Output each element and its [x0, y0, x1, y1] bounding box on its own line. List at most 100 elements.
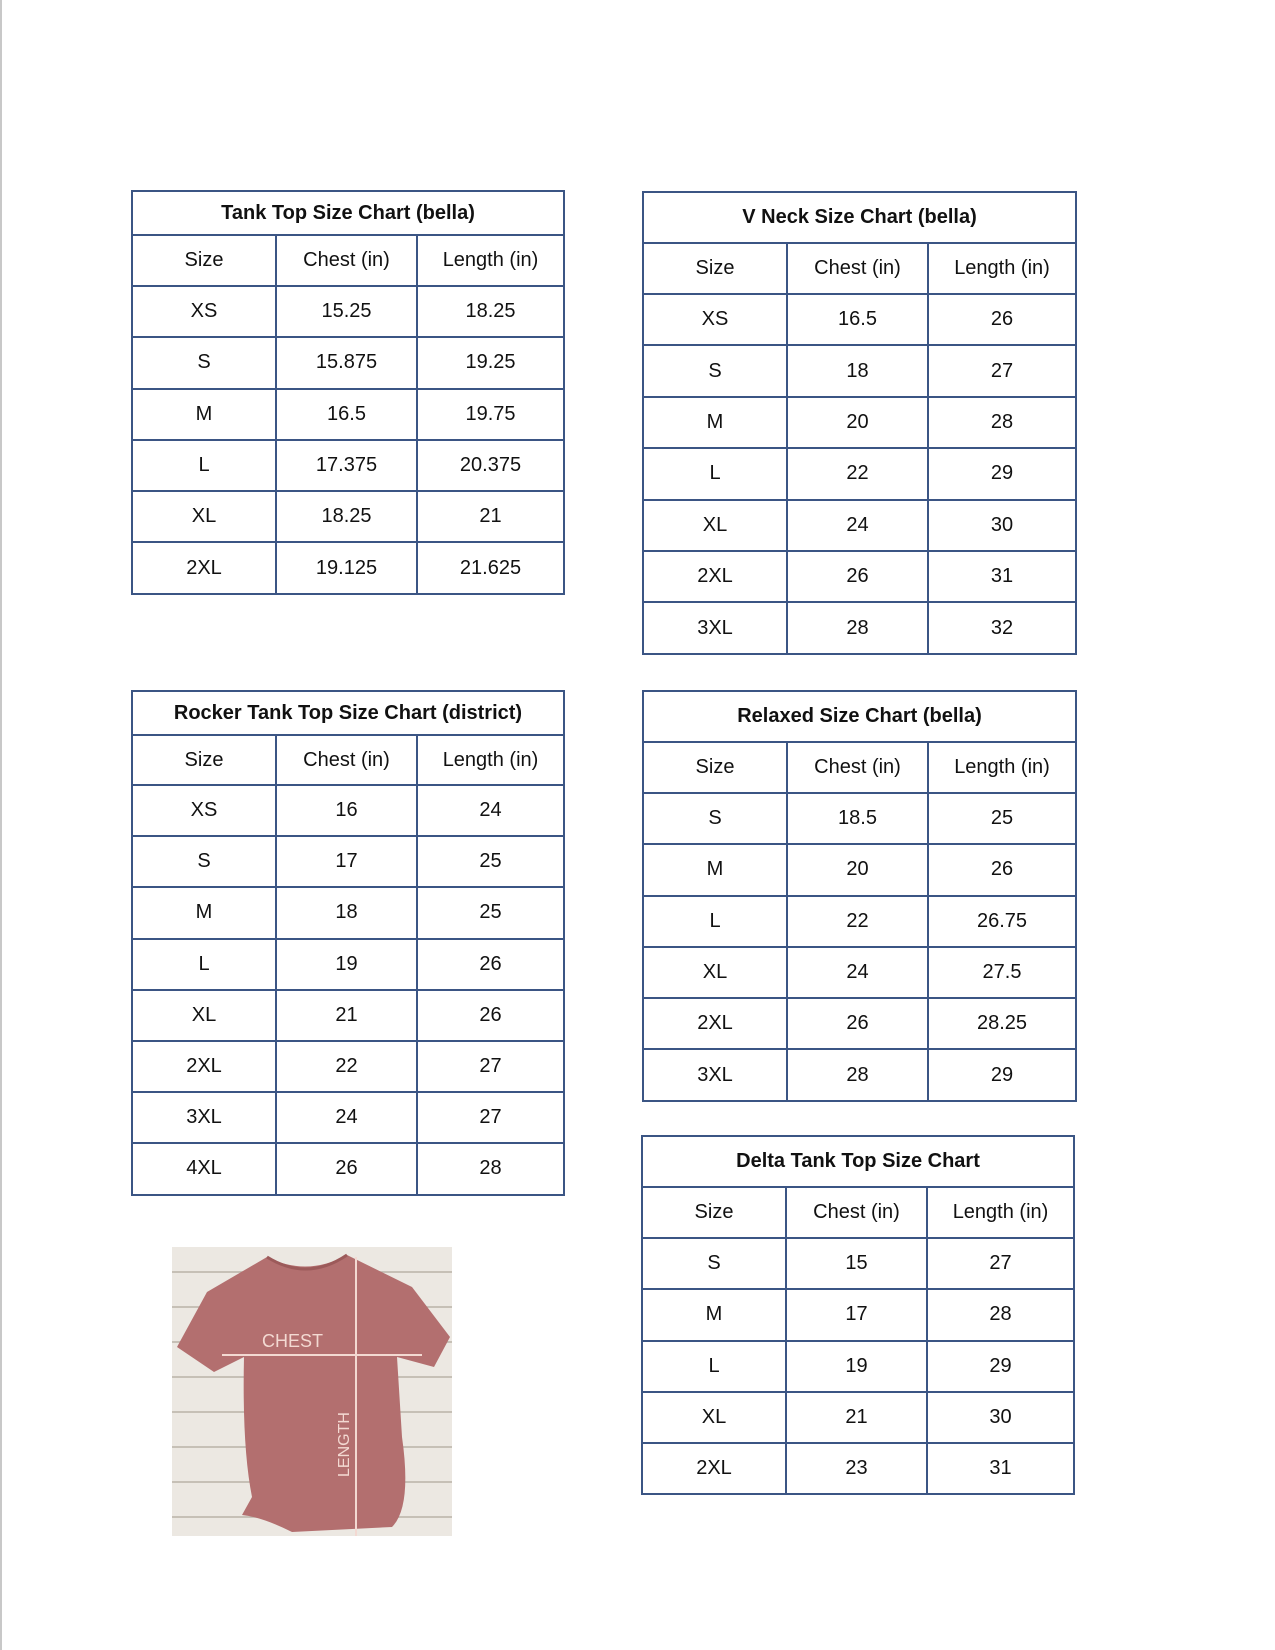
size-cell: 4XL	[131, 1142, 277, 1196]
size-cell: XL	[642, 945, 788, 1000]
table-row: XL 24 30	[642, 498, 1077, 552]
size-cell: L	[642, 447, 788, 501]
length-cell: 30	[927, 498, 1077, 552]
length-cell: 19.75	[416, 387, 565, 441]
chest-cell: 16	[275, 783, 418, 838]
chest-cell: 26	[786, 997, 929, 1051]
size-cell: XL	[642, 498, 788, 552]
chest-cell: 16.5	[275, 387, 418, 441]
table-row: M 20 28	[642, 395, 1077, 450]
table-row: M 18 25	[131, 886, 565, 940]
length-cell: 19.25	[416, 336, 565, 390]
chest-cell: 17	[785, 1288, 928, 1342]
chest-cell: 19	[275, 937, 418, 991]
column-header: Length (in)	[416, 234, 565, 287]
size-cell: XL	[131, 988, 277, 1042]
table-row: L 22 26.75	[642, 894, 1077, 948]
length-cell: 26	[416, 937, 565, 991]
column-header: Chest (in)	[786, 741, 929, 794]
column-header: Length (in)	[926, 1186, 1075, 1239]
column-header: Size	[131, 234, 277, 287]
delta-tank-top-size-chart: Delta Tank Top Size Chart Size Chest (in) L…	[641, 1135, 1075, 1496]
chest-cell: 18.25	[275, 490, 418, 544]
chest-cell: 16.5	[786, 292, 929, 347]
column-header: Chest (in)	[275, 734, 418, 786]
table-title: Relaxed Size Chart (bella)	[642, 690, 1077, 743]
length-cell: 27	[927, 344, 1077, 398]
table-row: XL 18.25 21	[131, 490, 565, 544]
chest-cell: 23	[785, 1442, 928, 1496]
length-cell: 28	[927, 395, 1077, 450]
chest-cell: 24	[786, 498, 929, 552]
length-cell: 25	[416, 835, 565, 889]
length-cell: 21	[416, 490, 565, 544]
chest-cell: 15	[785, 1236, 928, 1291]
table-row: S 17 25	[131, 835, 565, 889]
size-cell: M	[642, 395, 788, 450]
size-cell: L	[641, 1339, 787, 1393]
length-cell: 25	[927, 791, 1077, 846]
size-cell: 2XL	[641, 1442, 787, 1496]
table-row: L 19 29	[641, 1339, 1075, 1393]
size-cell: M	[131, 886, 277, 940]
size-cell: S	[131, 835, 277, 889]
chest-cell: 19	[785, 1339, 928, 1393]
table-row: L 17.375 20.375	[131, 438, 565, 493]
length-cell: 24	[416, 783, 565, 838]
size-cell: 2XL	[131, 1039, 277, 1094]
table-title: Delta Tank Top Size Chart	[641, 1135, 1075, 1188]
table-row: L 22 29	[642, 447, 1077, 501]
size-cell: S	[642, 791, 788, 846]
header-row: Size Chest (in) Length (in)	[131, 234, 565, 287]
column-header: Length (in)	[416, 734, 565, 786]
size-cell: M	[641, 1288, 787, 1342]
table-row: 2XL 26 28.25	[642, 997, 1077, 1051]
chest-cell: 26	[786, 549, 929, 604]
size-cell: XL	[641, 1390, 787, 1445]
chest-cell: 20	[786, 395, 929, 450]
table-row: S 18.5 25	[642, 791, 1077, 846]
table-row: S 15.875 19.25	[131, 336, 565, 390]
header-row: Size Chest (in) Length (in)	[642, 741, 1077, 794]
chest-cell: 24	[786, 945, 929, 1000]
size-cell: 3XL	[642, 601, 788, 655]
table-title: V Neck Size Chart (bella)	[642, 191, 1077, 244]
chest-cell: 18.5	[786, 791, 929, 846]
header-row: Size Chest (in) Length (in)	[642, 242, 1077, 295]
header-row: Size Chest (in) Length (in)	[131, 734, 565, 786]
size-cell: XL	[131, 490, 277, 544]
chest-cell: 21	[785, 1390, 928, 1445]
chest-cell: 22	[786, 894, 929, 948]
chest-cell: 17	[275, 835, 418, 889]
length-cell: 30	[926, 1390, 1075, 1445]
chest-cell: 15.25	[275, 284, 418, 339]
chest-cell: 22	[275, 1039, 418, 1094]
length-cell: 26	[927, 843, 1077, 897]
column-header: Length (in)	[927, 741, 1077, 794]
size-cell: 2XL	[642, 997, 788, 1051]
length-cell: 28	[926, 1288, 1075, 1342]
size-cell: L	[131, 438, 277, 493]
length-cell: 26	[927, 292, 1077, 347]
length-cell: 29	[927, 447, 1077, 501]
column-header: Chest (in)	[785, 1186, 928, 1239]
chest-cell: 28	[786, 601, 929, 655]
length-cell: 29	[926, 1339, 1075, 1393]
tank-top-size-chart: Tank Top Size Chart (bella) Size Chest (in…	[131, 190, 565, 595]
length-cell: 20.375	[416, 438, 565, 493]
length-cell: 31	[926, 1442, 1075, 1496]
size-cell: XS	[131, 783, 277, 838]
table-row: 2XL 19.125 21.625	[131, 541, 565, 595]
length-cell: 21.625	[416, 541, 565, 595]
table-row: M 20 26	[642, 843, 1077, 897]
rocker-tank-top-size-chart: Rocker Tank Top Size Chart (district) Siz…	[131, 690, 565, 1196]
table-row: 2XL 26 31	[642, 549, 1077, 604]
v-neck-size-chart: V Neck Size Chart (bella) Size Chest (in) L…	[642, 191, 1077, 655]
chest-cell: 28	[786, 1048, 929, 1102]
length-cell: 18.25	[416, 284, 565, 339]
length-cell: 25	[416, 886, 565, 940]
chest-cell: 24	[275, 1091, 418, 1145]
length-cell: 28	[416, 1142, 565, 1196]
chest-cell: 20	[786, 843, 929, 897]
length-label: LENGTH	[336, 1412, 353, 1477]
